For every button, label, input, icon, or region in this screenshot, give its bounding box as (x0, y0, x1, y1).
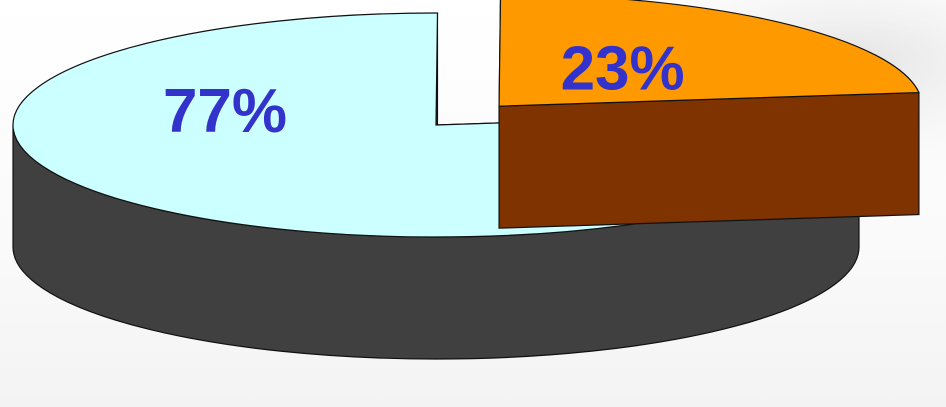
pie-slice-top (498, 0, 920, 107)
pie-slice (498, 0, 920, 229)
pie-slice-cut-face (498, 91, 920, 229)
slice-value-label: 23% (561, 34, 685, 103)
slice-value-label: 77% (163, 77, 287, 146)
